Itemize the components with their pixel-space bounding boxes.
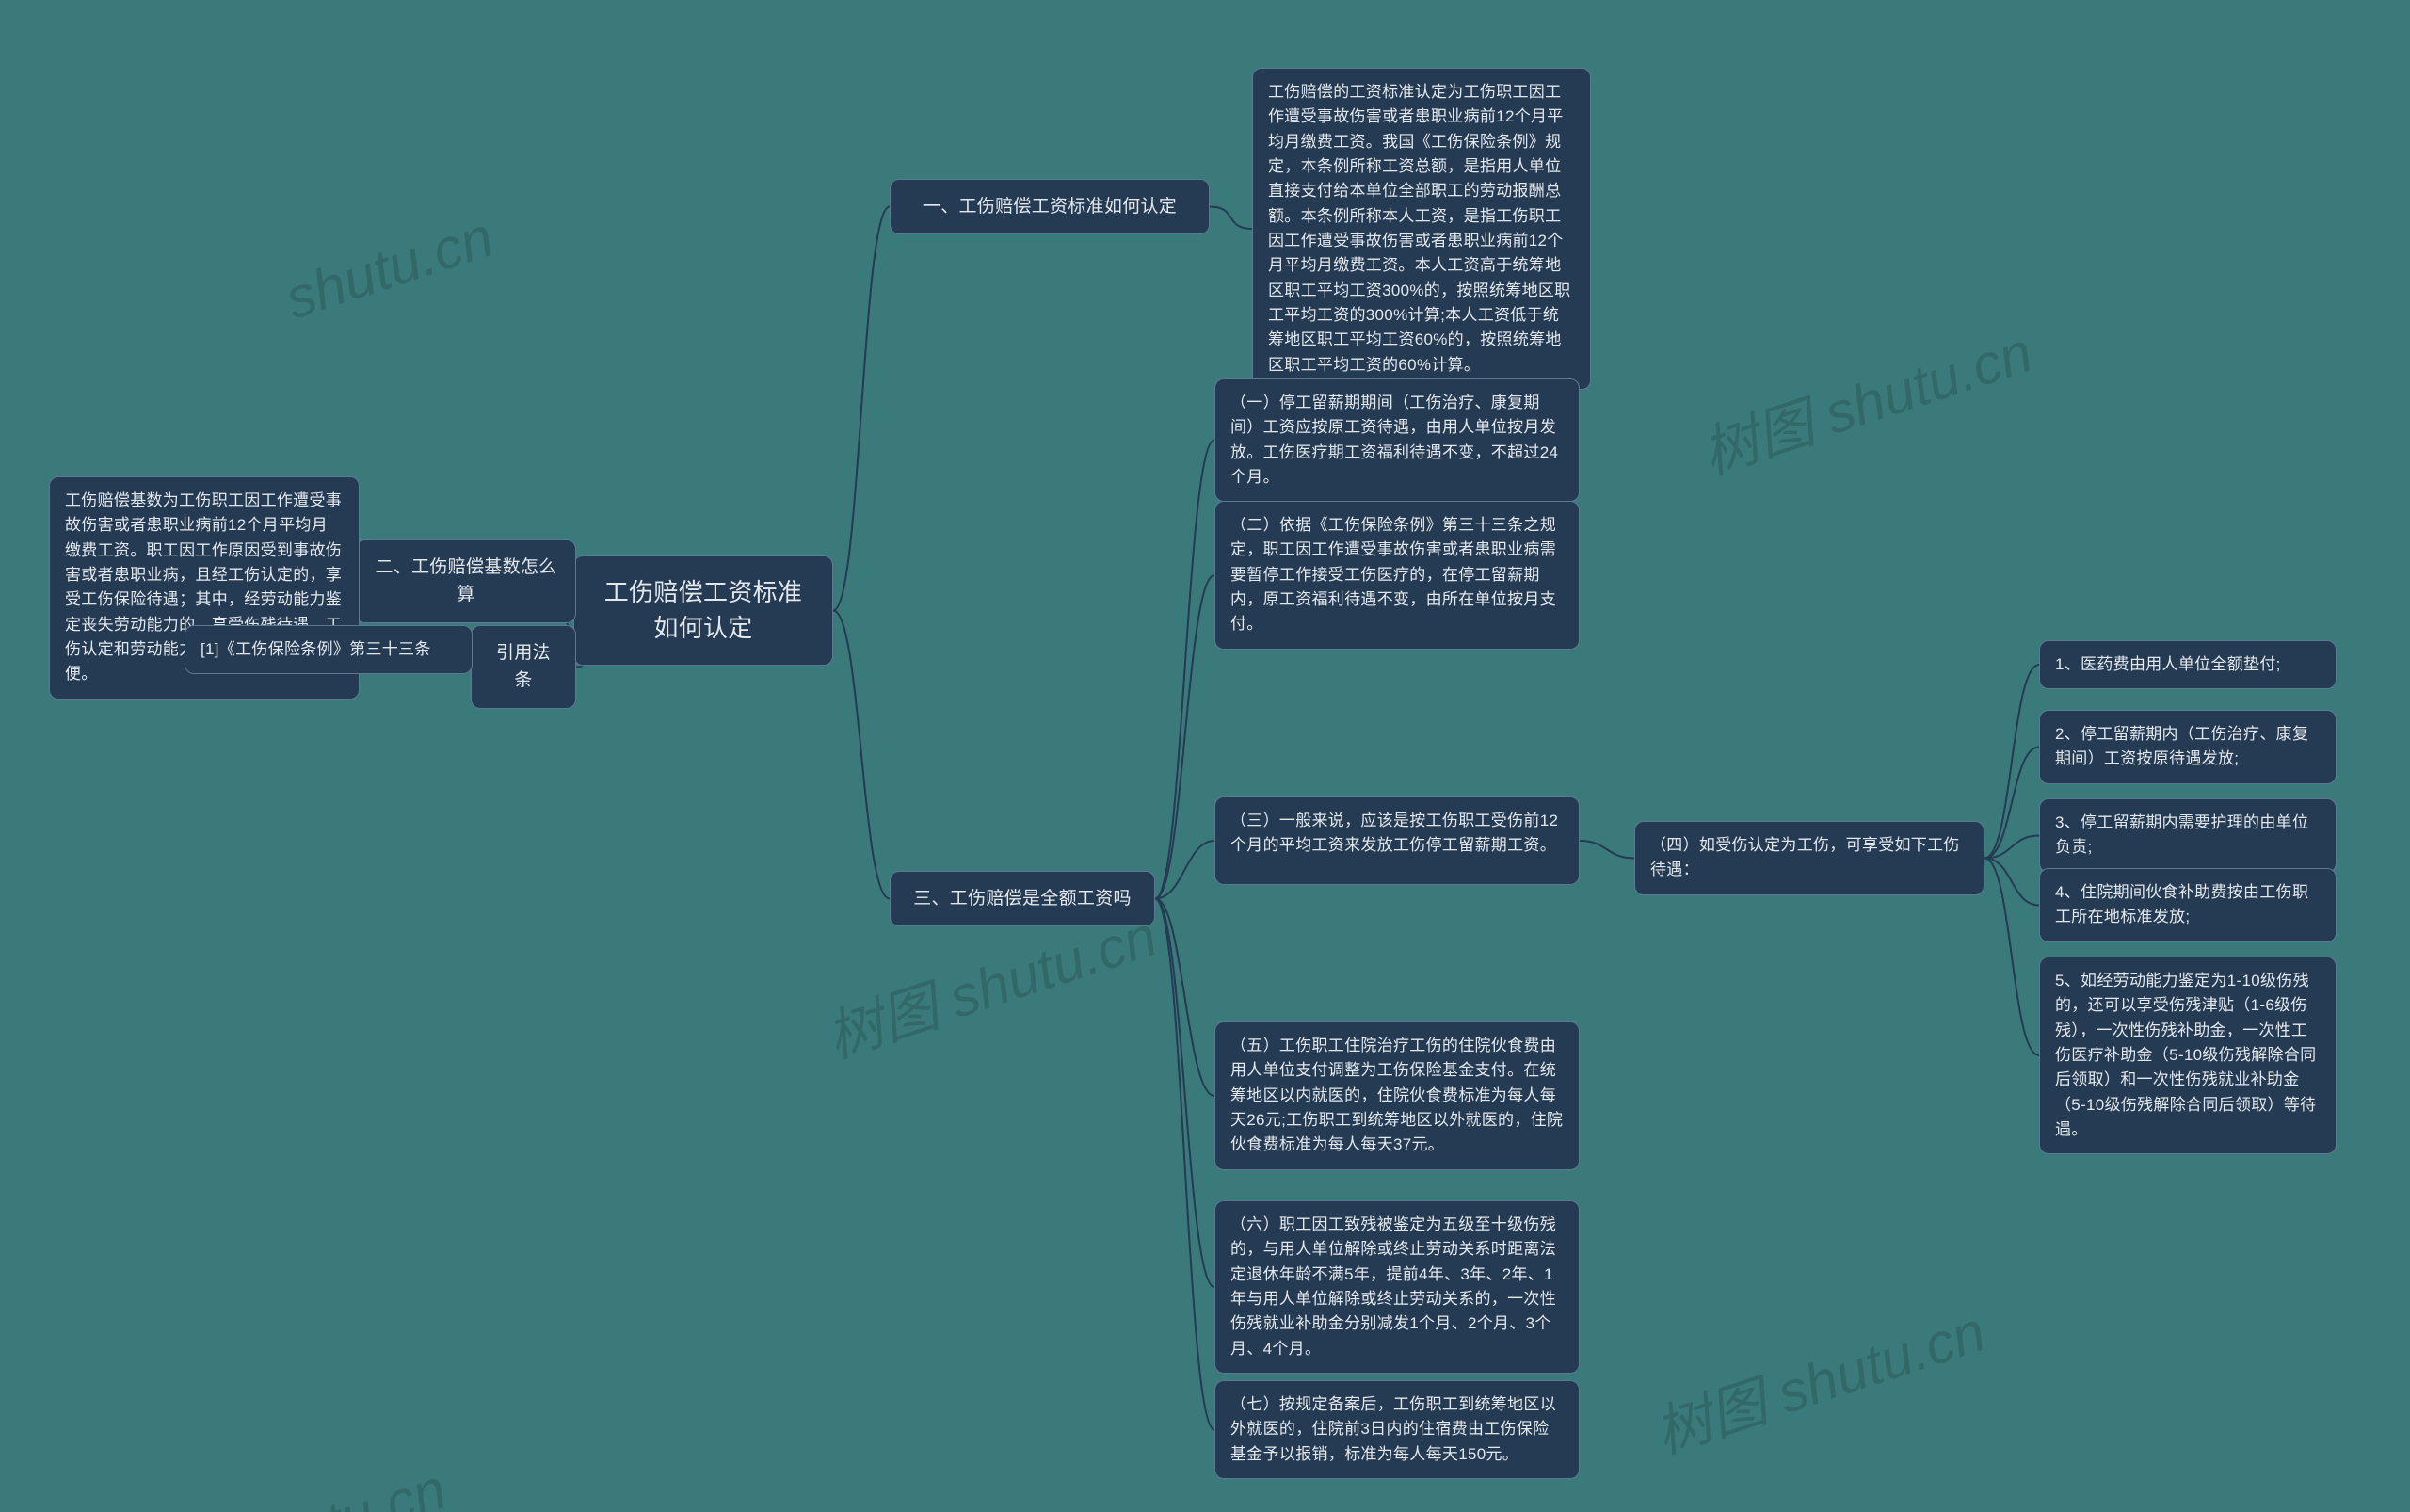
mindmap-node-b3_4_5: 5、如经劳动能力鉴定为1-10级伤残的，还可以享受伤残津贴（1-6级伤残），一次… <box>2039 957 2337 1154</box>
connector <box>1984 665 2039 859</box>
connector <box>1155 441 1214 899</box>
mindmap-node-b3_7: （七）按规定备案后，工伤职工到统筹地区以外就医的，住院前3日内的住宿费由工伤保险… <box>1214 1380 1580 1479</box>
mindmap-node-b3_4_4: 4、住院期间伙食补助费按由工伤职工所在地标准发放; <box>2039 868 2337 942</box>
mindmap-node-b3_2: （二）依据《工伤保险条例》第三十三条之规定，职工因工作遭受事故伤害或者患职业病需… <box>1214 501 1580 650</box>
connector <box>833 611 890 899</box>
connector <box>833 207 890 611</box>
mindmap-node-b3_4_2: 2、停工留薪期内（工伤治疗、康复期间）工资按原待遇发放; <box>2039 710 2337 784</box>
connector <box>1155 841 1214 899</box>
connector <box>1155 899 1214 1288</box>
mindmap-node-b3_3: （三）一般来说，应该是按工伤职工受伤前12个月的平均工资来发放工伤停工留薪期工资… <box>1214 796 1580 885</box>
connector <box>1155 899 1214 1430</box>
mindmap-node-b2: 二、工伤赔偿基数怎么算 <box>356 539 576 623</box>
mindmap-node-b3_4_1: 1、医药费由用人单位全额垫付; <box>2039 640 2337 689</box>
mindmap-node-b4: 引用法条 <box>471 625 576 709</box>
mindmap-node-b1_1: 工伤赔偿的工资标准认定为工伤职工因工作遭受事故伤害或者患职业病前12个月平均月缴… <box>1252 68 1591 390</box>
connector <box>1984 859 2039 1056</box>
mindmap-node-b3: 三、工伤赔偿是全额工资吗 <box>890 871 1155 926</box>
mindmap-node-b3_6: （六）职工因工致残被鉴定为五级至十级伤残的，与用人单位解除或终止劳动关系时距离法… <box>1214 1200 1580 1374</box>
connector <box>1580 841 1634 859</box>
connector <box>1210 207 1252 230</box>
mindmap-node-b3_4_3: 3、停工留薪期内需要护理的由单位负责; <box>2039 798 2337 873</box>
mindmap-node-b1: 一、工伤赔偿工资标准如何认定 <box>890 179 1210 234</box>
mindmap-node-b3_4: （四）如受伤认定为工伤，可享受如下工伤待遇： <box>1634 821 1984 895</box>
mindmap-node-b3_5: （五）工伤职工住院治疗工伤的住院伙食费由用人单位支付调整为工伤保险基金支付。在统… <box>1214 1021 1580 1170</box>
mindmap-node-root: 工伤赔偿工资标准如何认定 <box>573 555 833 666</box>
connector <box>1155 575 1214 899</box>
mindmap-node-b3_1: （一）停工留薪期期间（工伤治疗、康复期间）工资应按原工资待遇，由用人单位按月发放… <box>1214 378 1580 502</box>
mindmap-node-b4_1: [1]《工伤保险条例》第三十三条 <box>185 625 473 674</box>
connector <box>1155 899 1214 1097</box>
